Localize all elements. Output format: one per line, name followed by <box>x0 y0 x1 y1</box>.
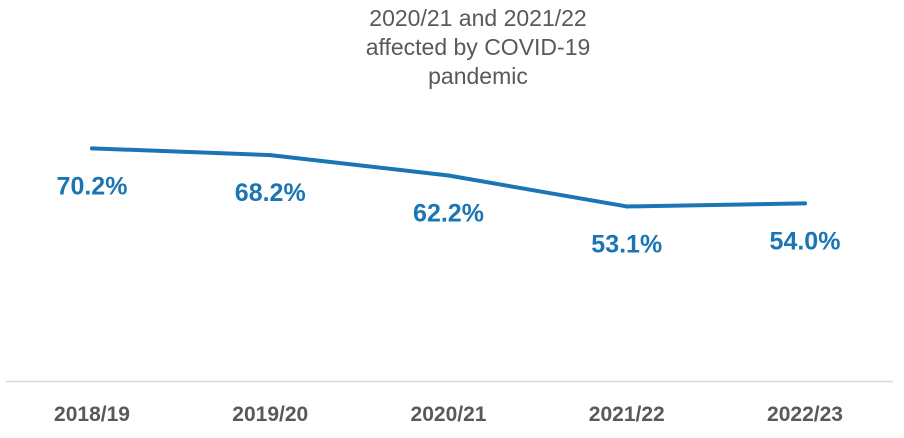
data-label: 54.0% <box>770 227 841 255</box>
x-tick-label: 2020/21 <box>411 403 487 426</box>
covid-annotation: 2020/21 and 2021/22 affected by COVID-19… <box>340 4 616 91</box>
data-label-layer: 70.2% 68.2% 62.2% 53.1% 54.0% <box>57 172 841 258</box>
x-tick-label: 2021/22 <box>589 403 665 426</box>
data-label: 70.2% <box>57 172 128 200</box>
data-label: 62.2% <box>413 200 484 228</box>
x-tick-label: 2019/20 <box>232 403 308 426</box>
data-label: 68.2% <box>235 179 306 207</box>
annotation-line-2: affected by COVID-19 <box>365 34 591 60</box>
x-tick-label: 2022/23 <box>767 403 843 426</box>
data-point <box>803 201 807 206</box>
x-tick-layer: 2018/19 2019/20 2020/21 2021/22 2022/23 <box>54 403 843 426</box>
data-point <box>446 173 451 178</box>
annotation-line-3: pandemic <box>428 63 528 89</box>
data-point <box>90 146 94 151</box>
series-layer <box>90 146 807 209</box>
data-point <box>624 204 629 209</box>
data-point <box>268 153 273 158</box>
annotation-line-1: 2020/21 and 2021/22 <box>369 5 587 31</box>
data-label: 53.1% <box>591 230 662 258</box>
x-tick-label: 2018/19 <box>54 403 130 426</box>
